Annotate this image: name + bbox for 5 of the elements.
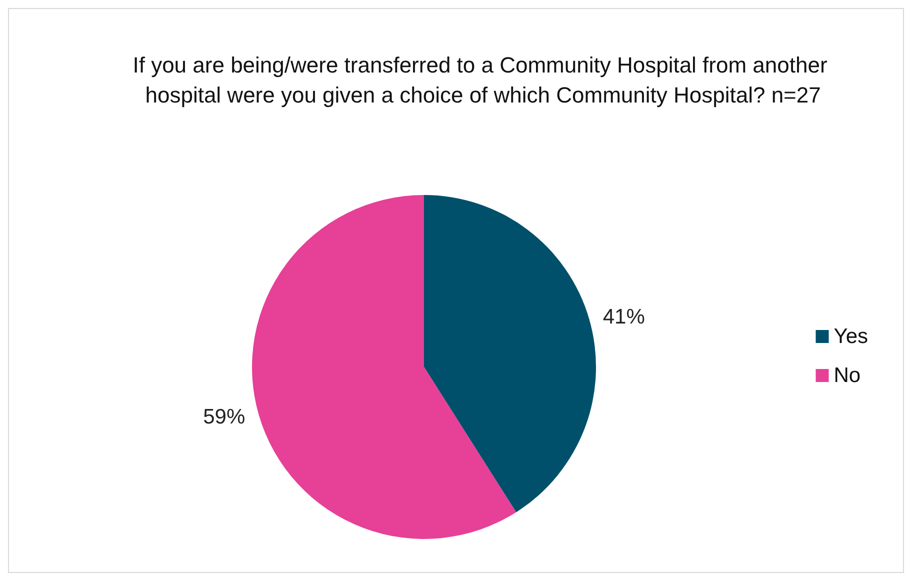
legend-label: Yes	[834, 325, 868, 348]
chart-title: If you are being/were transferred to a Community Hospital from another hospital were you given a choice of which Community Hospital? n=27	[132, 52, 828, 108]
data-label: 41%	[602, 305, 645, 328]
data-label: 59%	[203, 406, 246, 429]
legend-label: No	[834, 364, 861, 387]
